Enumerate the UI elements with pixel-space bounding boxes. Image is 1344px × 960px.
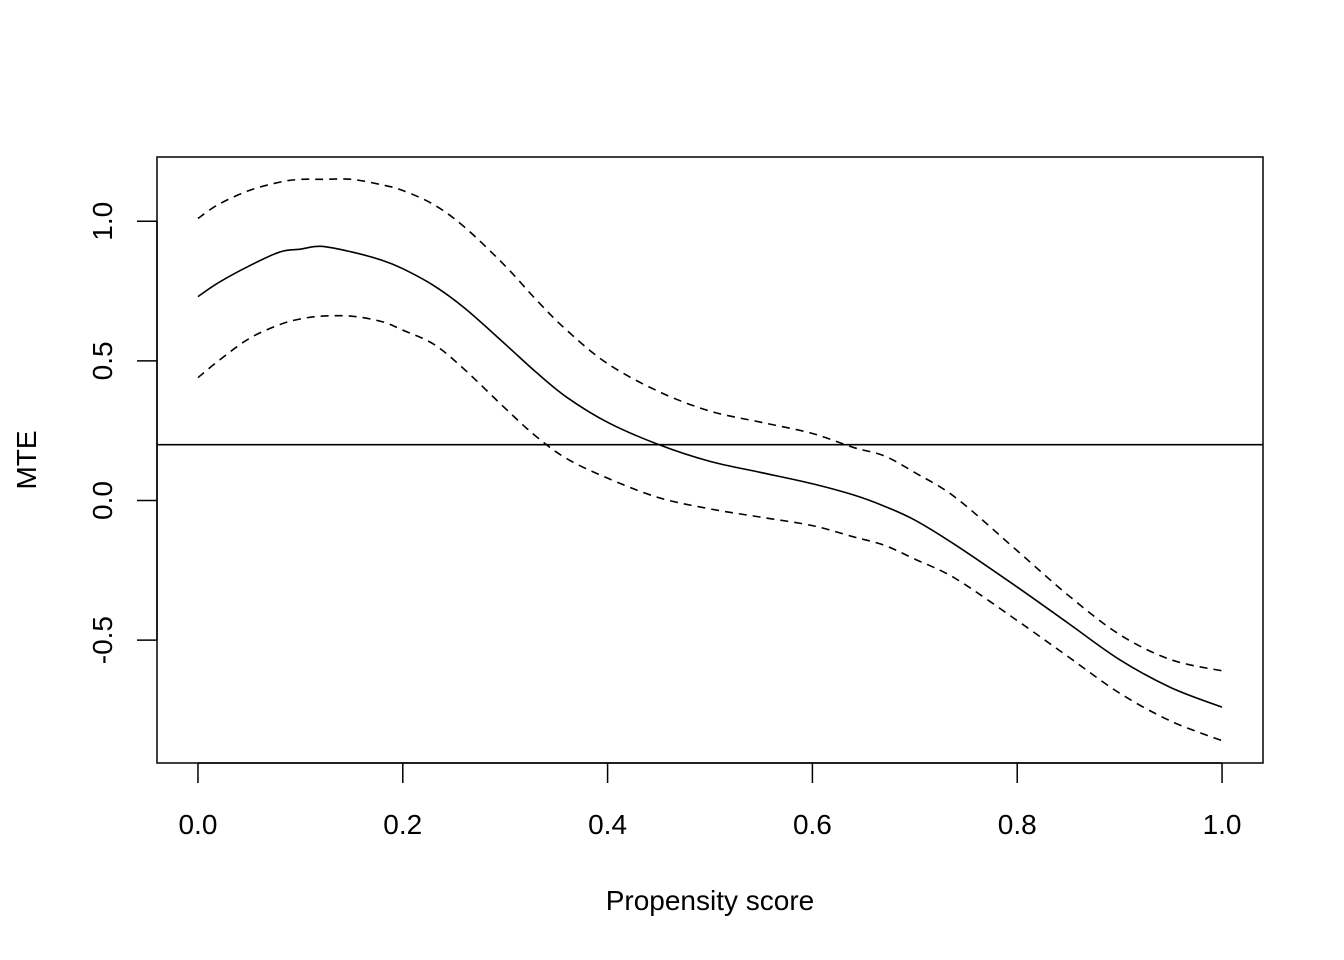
lower-bound-line — [197, 314, 1223, 742]
x-tick-label: 0.8 — [998, 809, 1037, 840]
x-axis: 0.0 0.2 0.4 0.6 0.8 1.0 — [178, 762, 1242, 840]
y-tick-label: 0.0 — [87, 481, 118, 520]
x-axis-label: Propensity score — [606, 885, 815, 916]
y-tick-label: -0.5 — [87, 616, 118, 664]
x-tick-label: 0.0 — [178, 809, 217, 840]
x-tick-label: 0.4 — [588, 809, 627, 840]
y-tick-label: 1.0 — [87, 202, 118, 241]
x-tick-label: 1.0 — [1203, 809, 1242, 840]
y-tick-label: 0.5 — [87, 341, 118, 380]
plot-frame — [156, 156, 1264, 764]
x-tick-label: 0.6 — [793, 809, 832, 840]
y-axis-label: MTE — [11, 430, 42, 489]
series-layer — [197, 178, 1223, 742]
y-axis: -0.5 0.0 0.5 1.0 — [87, 202, 158, 664]
x-tick-label: 0.2 — [383, 809, 422, 840]
mte-estimate-line — [197, 245, 1223, 708]
